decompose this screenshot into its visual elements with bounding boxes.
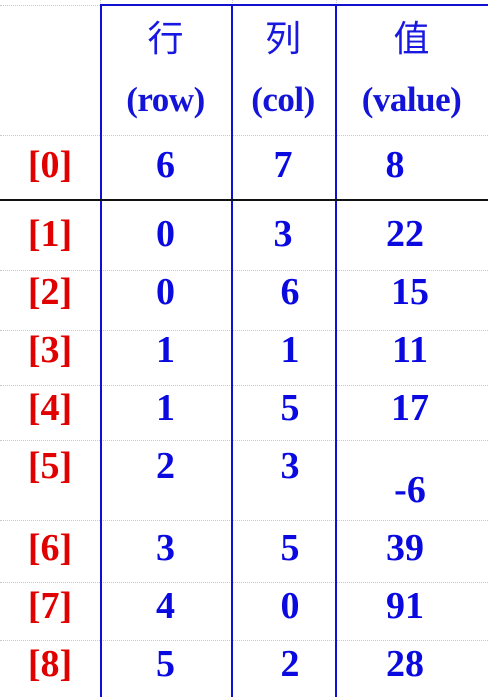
value-cell: 28 — [386, 643, 424, 685]
value-cell: 8 — [385, 144, 405, 186]
row-cell: 1 — [156, 329, 175, 371]
value-cell: 15 — [391, 271, 429, 313]
row-cell: 6 — [156, 144, 175, 186]
column-rule — [231, 4, 233, 697]
col-cell: 0 — [280, 585, 300, 627]
gridline — [0, 135, 488, 136]
col-cell: 3 — [273, 213, 293, 255]
gridline — [0, 640, 488, 641]
row-index: [3] — [27, 329, 73, 371]
header-value-en: (value) — [361, 80, 462, 119]
gridline — [0, 520, 488, 521]
value-cell: 91 — [386, 585, 424, 627]
value-cell: 11 — [392, 329, 428, 371]
value-cell: 39 — [386, 527, 424, 569]
col-cell: 2 — [280, 643, 300, 685]
header-row-en: (row) — [126, 80, 205, 119]
row-cell: 5 — [156, 643, 175, 685]
gridline — [0, 582, 488, 583]
row-cell: 0 — [156, 271, 175, 313]
row-cell: 4 — [156, 585, 175, 627]
col-cell: 5 — [280, 387, 300, 429]
row-index: [5] — [27, 445, 73, 487]
col-cell: 6 — [280, 271, 300, 313]
column-rule — [335, 4, 337, 697]
row-index: [0] — [27, 144, 73, 186]
row-cell: 0 — [156, 213, 175, 255]
header-row-cn: 行 — [147, 19, 184, 59]
col-cell: 7 — [273, 144, 293, 186]
row-cell: 2 — [156, 445, 175, 487]
value-cell: 22 — [386, 213, 424, 255]
row-cell: 3 — [156, 527, 175, 569]
row-index: [7] — [27, 585, 73, 627]
col-cell: 1 — [280, 329, 300, 371]
gridline — [0, 440, 488, 441]
row-cell: 1 — [156, 387, 175, 429]
row-index: [4] — [27, 387, 73, 429]
row-index: [8] — [27, 643, 73, 685]
row-index: [1] — [27, 213, 73, 255]
table-top-rule — [100, 4, 488, 6]
header-separator-rule — [0, 199, 488, 201]
row-index: [6] — [27, 527, 73, 569]
col-cell: 3 — [280, 445, 300, 487]
value-cell: -6 — [394, 469, 426, 511]
header-col-en: (col) — [251, 80, 315, 119]
row-index: [2] — [27, 271, 73, 313]
header-value-cn: 值 — [393, 19, 430, 59]
col-cell: 5 — [280, 527, 300, 569]
column-rule — [100, 4, 102, 697]
header-col-cn: 列 — [264, 19, 301, 59]
value-cell: 17 — [391, 387, 429, 429]
